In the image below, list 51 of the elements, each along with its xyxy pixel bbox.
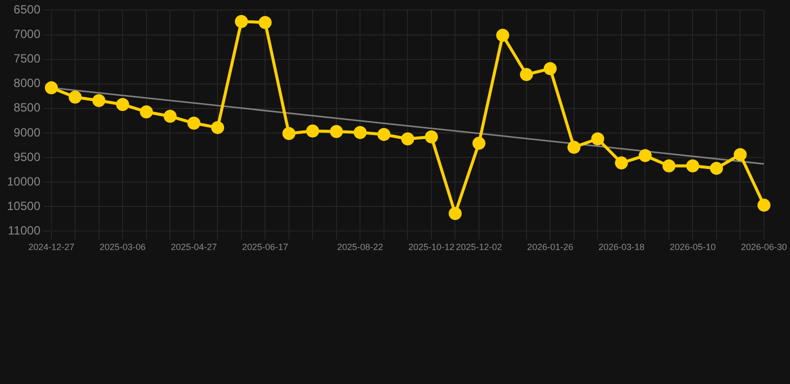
point xyxy=(234,14,248,28)
point xyxy=(710,162,723,175)
y-tick-label: 9500 xyxy=(14,150,41,164)
y-tick-label: 11000 xyxy=(8,224,41,238)
point xyxy=(591,132,604,146)
x-tick-label: 2025-12-02 xyxy=(456,242,502,252)
x-tick-label: 2025-04-27 xyxy=(170,242,217,252)
point xyxy=(520,68,533,82)
x-tick-label: 2026-03-18 xyxy=(598,242,644,252)
point xyxy=(211,121,224,134)
x-tick-label: 2025-10-12 xyxy=(408,242,454,252)
x-tick-label: 2025-06-17 xyxy=(242,242,288,252)
x-tick-label: 2025-03-06 xyxy=(100,242,146,252)
point xyxy=(757,198,770,212)
point xyxy=(377,128,390,141)
point xyxy=(496,28,510,42)
point xyxy=(448,207,462,220)
point xyxy=(544,62,557,76)
x-tick-label: 2025-08-22 xyxy=(337,242,384,252)
point xyxy=(686,159,700,172)
point xyxy=(164,110,177,123)
y-tick-label: 8500 xyxy=(14,100,41,115)
y-tick-label: 10500 xyxy=(6,198,41,213)
y-tick-label: 6500 xyxy=(14,2,41,17)
y-tick-label: 7500 xyxy=(14,52,41,66)
point xyxy=(401,132,414,146)
point xyxy=(638,149,652,162)
point xyxy=(662,159,676,172)
point xyxy=(424,130,438,144)
point xyxy=(567,140,580,154)
y-tick-label: 8000 xyxy=(14,76,41,90)
point xyxy=(187,116,200,130)
point xyxy=(68,90,82,104)
point xyxy=(330,125,343,138)
y-tick-label: 10000 xyxy=(6,174,41,188)
point xyxy=(116,98,130,111)
point xyxy=(282,126,296,140)
x-tick-label: 2026-05-10 xyxy=(670,242,716,252)
point xyxy=(354,126,367,139)
point xyxy=(614,156,628,170)
point xyxy=(92,94,106,108)
x-tick-label: 2024-12-27 xyxy=(28,242,74,252)
x-tick-label: 2026-01-26 xyxy=(527,242,574,252)
y-tick-label: 7000 xyxy=(14,27,41,42)
x-tick-label: 2026-06-30 xyxy=(740,242,788,252)
point xyxy=(472,136,486,150)
point xyxy=(306,124,320,138)
point xyxy=(258,16,272,29)
point xyxy=(734,148,747,162)
y-tick-label: 9000 xyxy=(14,125,41,140)
point xyxy=(140,105,153,118)
